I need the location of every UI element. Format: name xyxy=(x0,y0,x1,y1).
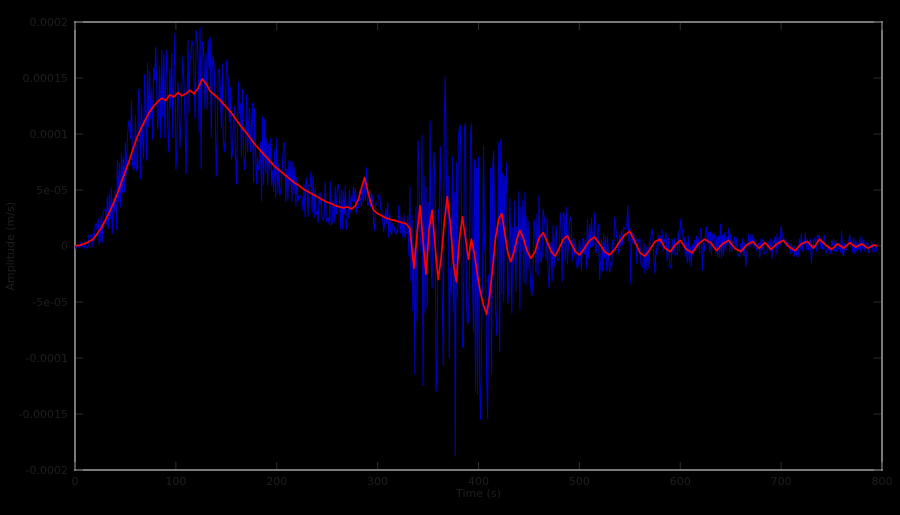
x-tick-label: 600 xyxy=(670,475,691,488)
x-tick-label: 200 xyxy=(266,475,287,488)
x-tick-label: 500 xyxy=(569,475,590,488)
x-tick-label: 700 xyxy=(771,475,792,488)
y-tick-label: 0 xyxy=(61,240,68,253)
y-tick-label: -0.00015 xyxy=(19,408,68,421)
y-tick-label: 0.00015 xyxy=(23,72,69,85)
y-tick-label: -0.0001 xyxy=(26,352,68,365)
x-tick-label: 0 xyxy=(72,475,79,488)
y-axis-title-wrap: Amplitude (m/s) xyxy=(2,22,18,470)
x-tick-label: 100 xyxy=(165,475,186,488)
x-tick-label: 400 xyxy=(468,475,489,488)
raw-series-polyline xyxy=(74,27,878,457)
y-tick-label: 5e-05 xyxy=(36,184,68,197)
y-tick-label: -0.0002 xyxy=(26,464,68,477)
x-tick-label: 800 xyxy=(872,475,893,488)
x-tick-label: 300 xyxy=(367,475,388,488)
y-tick-label: 0.0001 xyxy=(30,128,69,141)
y-tick-label: 0.0002 xyxy=(30,16,69,29)
y-axis-title: Amplitude (m/s) xyxy=(3,201,17,291)
x-axis-title: Time (s) xyxy=(456,487,501,500)
smoothed-series-polyline xyxy=(74,78,878,316)
y-tick-label: -5e-05 xyxy=(32,296,68,309)
